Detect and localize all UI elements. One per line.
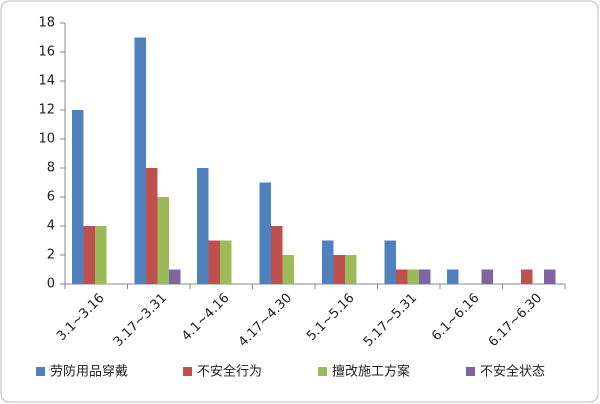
bar xyxy=(407,269,419,284)
bar xyxy=(157,197,169,284)
bar xyxy=(271,226,283,284)
legend-label: 不安全行为 xyxy=(197,364,262,380)
bar xyxy=(322,240,334,284)
y-tick-label: 6 xyxy=(47,190,55,205)
bar xyxy=(83,226,95,284)
y-tick-label: 4 xyxy=(47,219,55,234)
legend-swatch xyxy=(183,367,192,376)
bar xyxy=(72,110,84,284)
bar xyxy=(169,269,181,284)
y-tick-label: 0 xyxy=(47,277,55,292)
bar xyxy=(259,182,271,284)
y-tick-label: 10 xyxy=(38,132,55,147)
y-tick-label: 16 xyxy=(38,45,55,60)
legend-label: 擅改施工方案 xyxy=(332,364,410,380)
legend-swatch xyxy=(36,367,45,376)
bar xyxy=(208,240,220,284)
y-tick-label: 18 xyxy=(38,16,55,31)
bar xyxy=(345,255,357,284)
bar xyxy=(544,269,556,284)
bar xyxy=(134,37,146,284)
legend-swatch xyxy=(466,367,475,376)
y-tick-label: 12 xyxy=(38,103,55,118)
bar xyxy=(146,168,158,284)
bar xyxy=(521,269,533,284)
bar xyxy=(384,240,396,284)
bar xyxy=(396,269,408,284)
y-tick-label: 8 xyxy=(47,161,55,176)
y-tick-label: 2 xyxy=(47,248,55,263)
bar xyxy=(220,240,232,284)
y-tick-label: 14 xyxy=(38,74,55,89)
legend-swatch xyxy=(318,367,327,376)
bar xyxy=(197,168,209,284)
legend-label: 不安全状态 xyxy=(480,364,545,380)
bar xyxy=(282,255,294,284)
legend-label: 劳防用品穿戴 xyxy=(50,364,128,380)
bar xyxy=(333,255,345,284)
bar xyxy=(95,226,107,284)
bar xyxy=(447,269,459,284)
bar xyxy=(419,269,431,284)
bar xyxy=(481,269,493,284)
